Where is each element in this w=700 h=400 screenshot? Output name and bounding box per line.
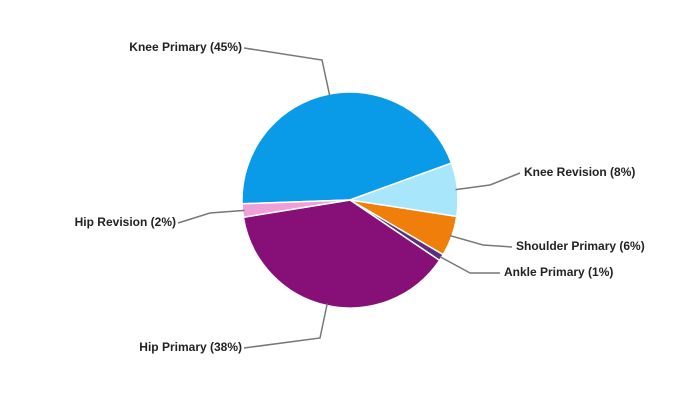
leader-line <box>177 209 245 224</box>
leader-line <box>243 303 328 349</box>
slice-label: Knee Revision (8%) <box>524 165 635 179</box>
slice-label: Hip Primary (38%) <box>139 340 242 354</box>
slice-label: Knee Primary (45%) <box>129 40 242 54</box>
slice-label: Shoulder Primary (6%) <box>516 239 645 253</box>
slice-label: Hip Revision (2%) <box>75 215 176 229</box>
leader-line <box>243 47 331 97</box>
slice-label: Ankle Primary (1%) <box>504 265 613 279</box>
leader-line <box>455 172 521 191</box>
leader-line <box>449 234 513 248</box>
leader-line <box>439 255 500 274</box>
